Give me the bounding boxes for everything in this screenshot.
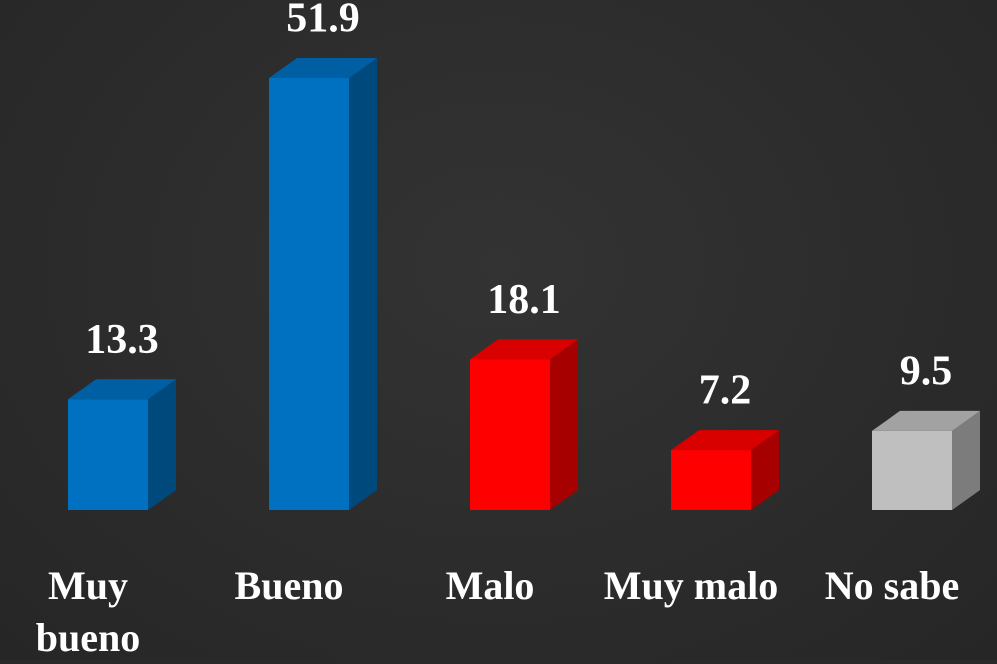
- category-label: No sabe: [824, 563, 960, 608]
- value-label: 9.5: [900, 349, 953, 395]
- value-label: 13.3: [85, 317, 159, 363]
- value-label: 7.2: [699, 368, 752, 414]
- bar-side-shade: [952, 410, 980, 510]
- bar-side-shade: [349, 58, 377, 510]
- category-label: Muy bueno: [35, 563, 141, 660]
- bar: [470, 359, 550, 510]
- value-label: 51.9: [286, 0, 360, 42]
- bar-top-shade: [269, 58, 377, 78]
- bar: [68, 399, 148, 510]
- bar-top-shade: [671, 430, 779, 451]
- category-label: Bueno: [234, 563, 344, 608]
- bar-side-shade: [751, 430, 779, 510]
- bar-top: [671, 430, 779, 451]
- bar-top: [68, 379, 176, 400]
- bar-top-shade: [872, 410, 980, 431]
- bar: [872, 430, 952, 510]
- bar-side: [751, 430, 779, 510]
- bar-top-shade: [470, 339, 578, 360]
- bar-top: [470, 339, 578, 360]
- bar-side: [349, 58, 377, 510]
- bar-side: [952, 410, 980, 510]
- bar-side: [148, 379, 176, 510]
- bar-side-shade: [148, 379, 176, 510]
- bar: [269, 78, 349, 510]
- category-label: Malo: [445, 563, 535, 608]
- value-label: 18.1: [487, 277, 561, 323]
- bar-top: [872, 410, 980, 431]
- bar-side: [550, 339, 578, 510]
- category-label: Muy malo: [603, 563, 779, 608]
- bar-top-shade: [68, 379, 176, 400]
- bar: [671, 450, 751, 510]
- bar-side-shade: [550, 339, 578, 510]
- bar-top: [269, 58, 377, 78]
